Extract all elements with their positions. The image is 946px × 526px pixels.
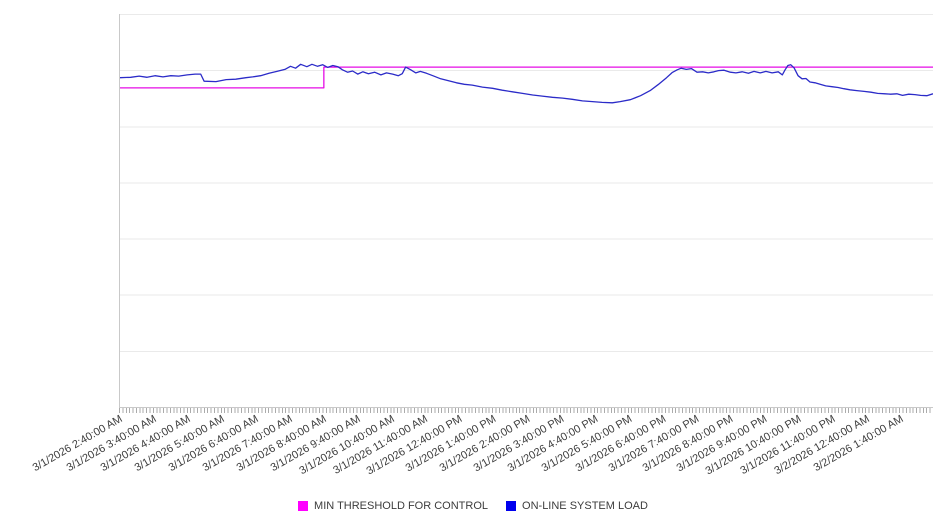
min-threshold-swatch-icon xyxy=(298,501,309,511)
chart-legend: MIN THRESHOLD FOR CONTROL ON-LINE SYSTEM… xyxy=(0,496,946,516)
legend-item-min-threshold[interactable]: MIN THRESHOLD FOR CONTROL xyxy=(298,500,488,512)
legend-label-min-threshold: MIN THRESHOLD FOR CONTROL xyxy=(314,500,489,512)
system-load-swatch-icon xyxy=(506,501,517,511)
min-threshold-line xyxy=(120,67,933,88)
chart-series-svg xyxy=(120,14,933,407)
x-axis-minor-ticks xyxy=(119,407,933,413)
legend-item-system-load[interactable]: ON-LINE SYSTEM LOAD xyxy=(506,500,648,512)
legend-label-system-load: ON-LINE SYSTEM LOAD xyxy=(522,500,648,512)
system-load-line xyxy=(120,64,933,103)
x-axis-labels: 3/1/2026 2:40:00 AM 3/1/2026 3:40:00 AM 3/… xyxy=(31,413,906,478)
plot-area xyxy=(119,14,933,407)
